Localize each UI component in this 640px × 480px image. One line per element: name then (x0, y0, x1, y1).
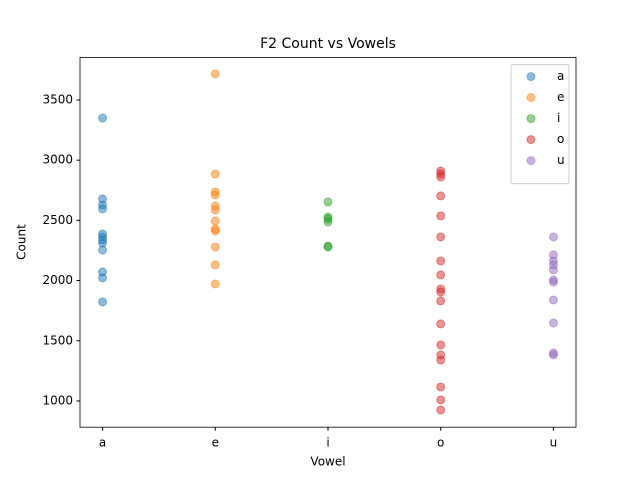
point (436, 172, 446, 182)
point (548, 295, 558, 305)
point (436, 232, 446, 242)
point (210, 279, 220, 289)
y-tick-label: 2000 (42, 273, 73, 287)
point (210, 216, 220, 226)
x-axis-label: Vowel (310, 455, 345, 469)
legend-label: o (557, 132, 564, 146)
legend-marker (526, 93, 536, 103)
point (436, 211, 446, 221)
point (548, 277, 558, 287)
point (210, 260, 220, 270)
x-tick-label: a (99, 436, 106, 450)
y-tick-label: 1500 (42, 333, 73, 347)
point (436, 382, 446, 392)
point (210, 169, 220, 179)
point (98, 273, 108, 283)
legend-label: u (557, 153, 565, 167)
chart-title: F2 Count vs Vowels (260, 36, 396, 52)
axes-frame (79, 57, 577, 428)
x-tick-label: i (326, 436, 329, 450)
x-tick-label: o (437, 436, 444, 450)
legend-marker (526, 156, 536, 166)
x-tick-label: u (550, 436, 558, 450)
point (548, 318, 558, 328)
point (436, 270, 446, 280)
legend-marker (526, 135, 536, 145)
y-tick-label: 3500 (42, 92, 73, 106)
point (98, 297, 108, 307)
legend-label: a (557, 69, 564, 83)
point (98, 245, 108, 255)
point (210, 242, 220, 252)
point (210, 226, 220, 236)
point (436, 355, 446, 365)
point (436, 340, 446, 350)
point (98, 113, 108, 123)
point (436, 191, 446, 201)
point (323, 217, 333, 227)
point (548, 350, 558, 360)
point (210, 190, 220, 200)
y-axis-label: Count (15, 224, 29, 260)
legend-marker (526, 114, 536, 124)
point (548, 265, 558, 275)
point (98, 204, 108, 214)
point (436, 256, 446, 266)
point (323, 242, 333, 252)
point (210, 69, 220, 79)
point (436, 395, 446, 405)
point (436, 405, 446, 415)
legend-label: i (557, 111, 560, 125)
y-tick-label: 1000 (42, 393, 73, 407)
point (548, 232, 558, 242)
x-tick-label: e (212, 436, 219, 450)
legend-label: e (557, 90, 564, 104)
legend-marker (526, 72, 536, 82)
point (436, 287, 446, 297)
y-tick-label: 2500 (42, 213, 73, 227)
legend-box (510, 64, 570, 185)
point (436, 296, 446, 306)
y-tick-label: 3000 (42, 153, 73, 167)
point (436, 319, 446, 329)
point (323, 197, 333, 207)
point (210, 205, 220, 215)
